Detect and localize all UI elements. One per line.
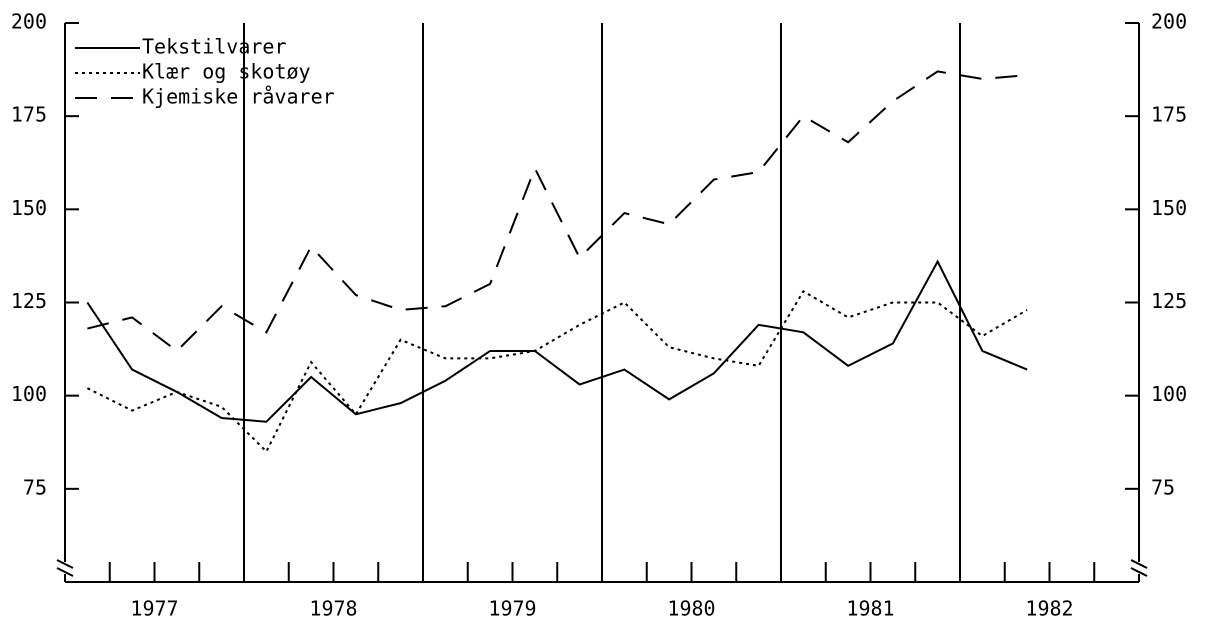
y2-tick-label: 150: [1151, 196, 1187, 220]
axis-break: [56, 559, 1148, 577]
series-line: [86, 259, 1028, 423]
y-tick-label: 150: [11, 196, 47, 220]
y2-tick-label: 75: [1151, 475, 1175, 499]
y-tick-label: 200: [11, 10, 47, 34]
y2-tick-label: 175: [1151, 103, 1187, 127]
legend-label: Klær og skotøy: [142, 60, 311, 84]
y-tick-label: 125: [11, 289, 47, 313]
y2-tick-label: 125: [1151, 289, 1187, 313]
series-line: [86, 289, 1028, 454]
x-tick-label: 1982: [1025, 597, 1073, 621]
x-tick-label: 1979: [488, 597, 536, 621]
legend-label: Kjemiske råvarer: [142, 85, 335, 109]
legend-label: Tekstilvarer: [142, 35, 287, 59]
series-line: [87, 70, 1028, 353]
x-tick-label: 1978: [309, 597, 357, 621]
y2-tick-label: 100: [1151, 382, 1187, 406]
y2-tick-label: 200: [1151, 10, 1187, 34]
y-tick-label: 100: [11, 382, 47, 406]
y-tick-label: 75: [23, 475, 47, 499]
y-tick-label: 175: [11, 103, 47, 127]
x-tick-label: 1977: [130, 597, 178, 621]
x-tick-label: 1981: [846, 597, 894, 621]
x-tick-label: 1980: [667, 597, 715, 621]
